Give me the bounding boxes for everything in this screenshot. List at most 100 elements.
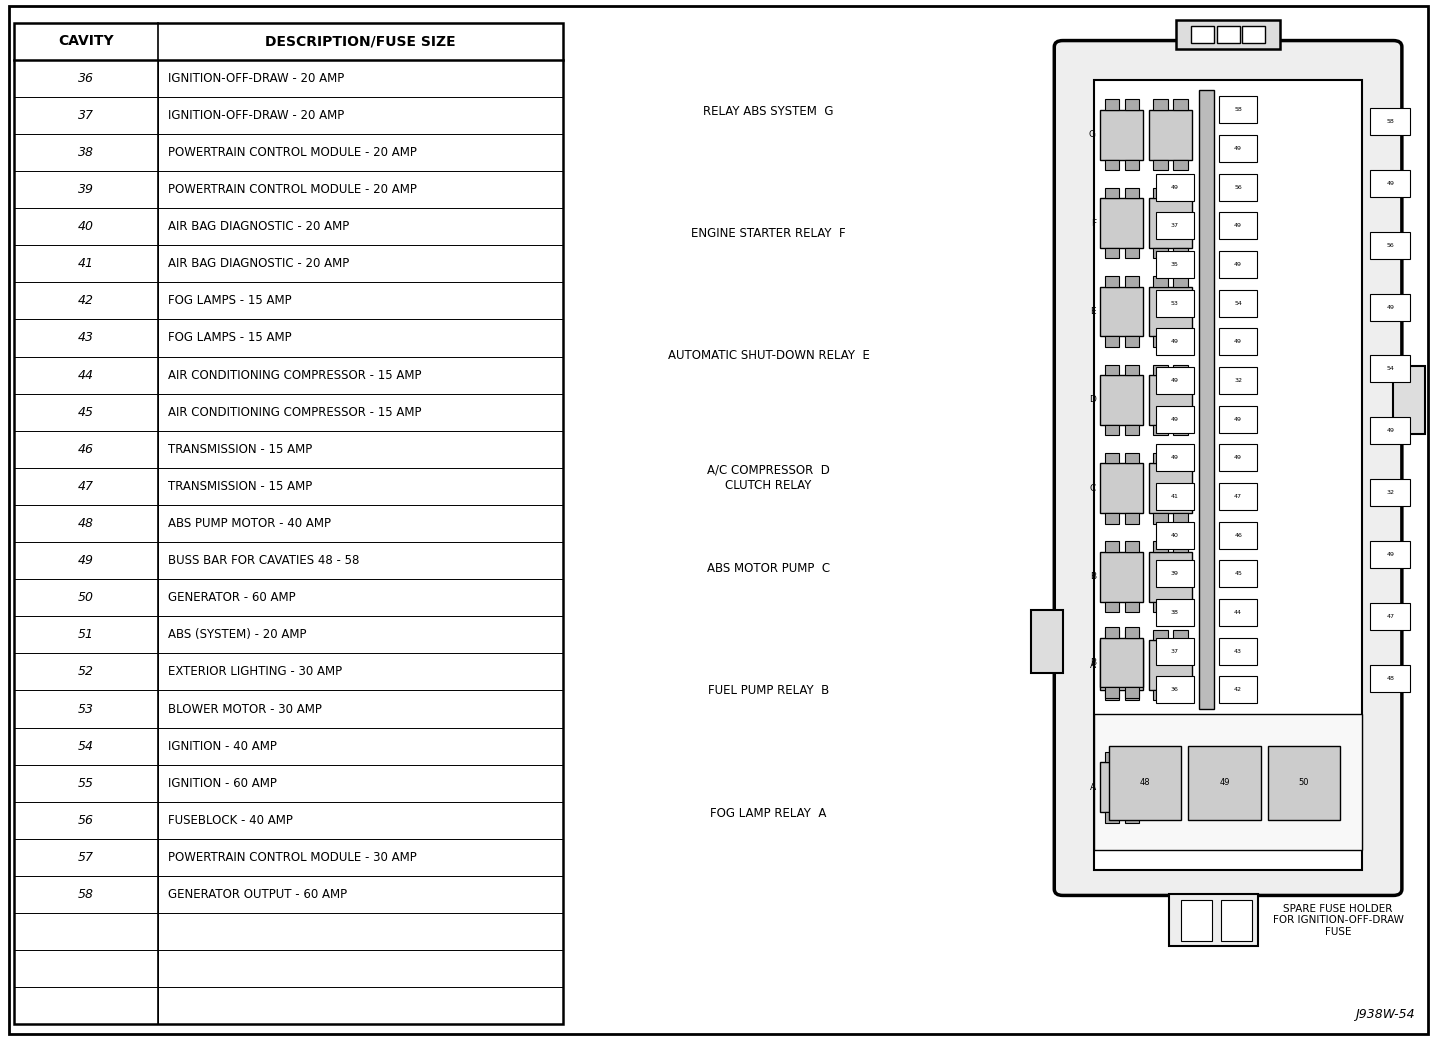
Bar	[1191, 26, 1214, 43]
Text: F: F	[1092, 218, 1096, 228]
Bar	[1125, 188, 1139, 199]
Bar	[1125, 453, 1139, 464]
Text: 37: 37	[78, 109, 94, 122]
Bar	[1153, 453, 1168, 464]
Bar	[1156, 561, 1194, 588]
Text: 58: 58	[1234, 107, 1243, 112]
Bar	[1104, 337, 1119, 347]
Text: 56: 56	[1387, 242, 1394, 248]
Text: AIR CONDITIONING COMPRESSOR - 15 AMP: AIR CONDITIONING COMPRESSOR - 15 AMP	[168, 406, 422, 419]
Bar	[1174, 542, 1188, 552]
Text: CAVITY: CAVITY	[59, 34, 114, 48]
Bar	[1371, 479, 1411, 506]
Text: 37: 37	[1171, 224, 1179, 229]
Text: 57: 57	[78, 851, 94, 864]
Bar	[1371, 417, 1411, 444]
Bar	[1371, 170, 1411, 197]
Text: IGNITION-OFF-DRAW - 20 AMP: IGNITION-OFF-DRAW - 20 AMP	[168, 72, 344, 84]
Text: 49: 49	[1234, 417, 1243, 421]
Bar	[1169, 894, 1259, 946]
Text: 46: 46	[78, 443, 94, 456]
Text: 53: 53	[1171, 301, 1179, 306]
Bar	[1104, 542, 1119, 552]
Bar	[1104, 425, 1119, 436]
Bar	[1104, 249, 1119, 259]
Bar	[1220, 599, 1257, 626]
Text: 54: 54	[78, 739, 94, 753]
Text: 49: 49	[1234, 224, 1243, 229]
Text: 40: 40	[78, 220, 94, 233]
Text: J938W-54: J938W-54	[1355, 1009, 1416, 1021]
Text: FOG LAMPS - 15 AMP: FOG LAMPS - 15 AMP	[168, 332, 292, 344]
Bar	[1174, 425, 1188, 436]
Bar	[1094, 80, 1362, 870]
Text: 37: 37	[1171, 649, 1179, 654]
Bar	[1174, 602, 1188, 613]
Text: A: A	[1090, 660, 1096, 670]
Bar	[1220, 367, 1257, 394]
Text: RELAY ABS SYSTEM  G: RELAY ABS SYSTEM G	[703, 104, 834, 118]
FancyBboxPatch shape	[1054, 41, 1403, 895]
Text: FOG LAMPS - 15 AMP: FOG LAMPS - 15 AMP	[168, 294, 292, 308]
Bar	[1174, 188, 1188, 199]
Text: 49: 49	[1171, 379, 1179, 383]
Bar	[1174, 277, 1188, 287]
Text: IGNITION - 40 AMP: IGNITION - 40 AMP	[168, 739, 276, 753]
Bar	[1104, 514, 1119, 524]
Bar	[1100, 762, 1143, 812]
Bar	[1220, 522, 1257, 549]
Text: 49: 49	[1387, 181, 1394, 186]
Bar	[1174, 630, 1188, 641]
Text: D: D	[1089, 395, 1096, 405]
Bar	[1371, 356, 1411, 383]
Text: 49: 49	[78, 554, 94, 567]
Bar	[1220, 251, 1257, 278]
Text: TRANSMISSION - 15 AMP: TRANSMISSION - 15 AMP	[168, 443, 312, 456]
Bar	[1104, 630, 1119, 641]
Bar	[1153, 337, 1168, 347]
Text: 49: 49	[1171, 185, 1179, 189]
Bar	[1104, 812, 1119, 823]
Text: 56: 56	[78, 814, 94, 827]
Bar	[1220, 329, 1257, 356]
Bar	[1220, 97, 1257, 124]
Bar	[1371, 108, 1411, 135]
Bar	[1371, 293, 1411, 320]
Bar	[1220, 406, 1257, 433]
Bar	[1156, 212, 1194, 239]
Bar	[1220, 212, 1257, 239]
Text: 54: 54	[1387, 366, 1394, 371]
Bar	[1156, 174, 1194, 201]
Bar	[1125, 160, 1139, 171]
Bar	[1125, 249, 1139, 259]
Bar	[1125, 514, 1139, 524]
Text: 56: 56	[1234, 185, 1243, 189]
Bar	[1243, 26, 1266, 43]
Bar	[1149, 464, 1192, 514]
Bar	[1153, 691, 1168, 701]
Text: 35: 35	[1171, 262, 1179, 267]
Text: BLOWER MOTOR - 30 AMP: BLOWER MOTOR - 30 AMP	[168, 702, 323, 716]
Bar	[1125, 627, 1139, 638]
Bar	[1221, 900, 1253, 941]
Text: E: E	[1090, 307, 1096, 316]
Bar	[1156, 406, 1194, 433]
Text: B: B	[1090, 572, 1096, 581]
Bar	[1156, 367, 1194, 394]
Bar	[1156, 676, 1194, 703]
Bar	[1188, 746, 1260, 820]
Bar	[1100, 552, 1143, 602]
Bar	[1104, 365, 1119, 375]
Text: FOG LAMP RELAY  A: FOG LAMP RELAY A	[710, 807, 827, 820]
Text: ABS PUMP MOTOR - 40 AMP: ABS PUMP MOTOR - 40 AMP	[168, 517, 331, 530]
Text: TRANSMISSION - 15 AMP: TRANSMISSION - 15 AMP	[168, 479, 312, 493]
Bar	[1100, 287, 1143, 337]
Bar	[1104, 691, 1119, 701]
Text: IGNITION-OFF-DRAW - 20 AMP: IGNITION-OFF-DRAW - 20 AMP	[168, 109, 344, 122]
Text: EXTERIOR LIGHTING - 30 AMP: EXTERIOR LIGHTING - 30 AMP	[168, 666, 343, 678]
Text: AUTOMATIC SHUT-DOWN RELAY  E: AUTOMATIC SHUT-DOWN RELAY E	[668, 348, 870, 362]
Bar	[1125, 812, 1139, 823]
Text: 36: 36	[78, 72, 94, 84]
Bar	[1156, 599, 1194, 626]
Text: 49: 49	[1220, 778, 1230, 787]
